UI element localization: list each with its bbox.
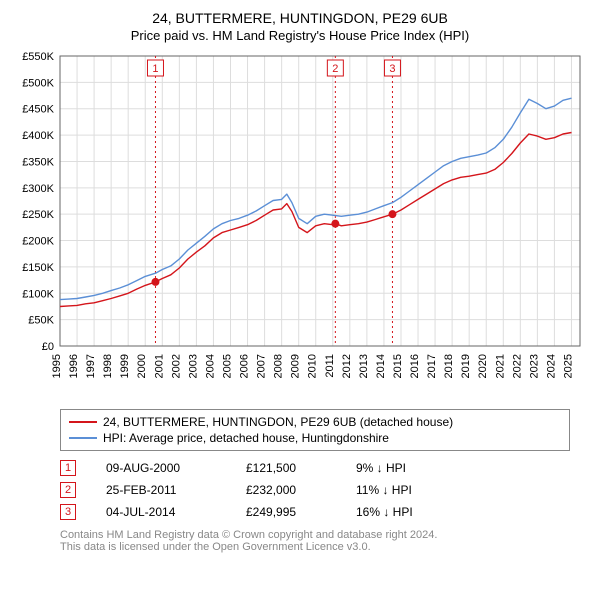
svg-text:2015: 2015 — [392, 354, 404, 378]
svg-text:2001: 2001 — [153, 354, 165, 378]
svg-text:1998: 1998 — [102, 354, 114, 378]
svg-text:2010: 2010 — [307, 354, 319, 378]
svg-text:£250K: £250K — [22, 209, 54, 221]
svg-text:2023: 2023 — [528, 354, 540, 378]
marker-price: £232,000 — [246, 483, 326, 497]
svg-text:2007: 2007 — [256, 354, 268, 378]
line-chart-svg: £0 £50K £100K £150K £200K £250K £300K £350K £400… — [10, 51, 590, 401]
marker-row: 2 25-FEB-2011 £232,000 11% ↓ HPI — [60, 479, 570, 501]
svg-text:2013: 2013 — [358, 354, 370, 378]
marker-row: 3 04-JUL-2014 £249,995 16% ↓ HPI — [60, 501, 570, 523]
svg-text:2008: 2008 — [273, 354, 285, 378]
marker-delta: 11% ↓ HPI — [356, 483, 446, 497]
svg-text:2014: 2014 — [375, 354, 387, 378]
svg-text:2003: 2003 — [187, 354, 199, 378]
svg-text:2009: 2009 — [290, 354, 302, 378]
svg-text:1999: 1999 — [119, 354, 131, 378]
svg-text:£550K: £550K — [22, 51, 54, 63]
markers-table: 1 09-AUG-2000 £121,500 9% ↓ HPI 2 25-FEB-2011… — [60, 457, 570, 523]
marker-badge: 3 — [60, 504, 76, 520]
legend-label: 24, BUTTERMERE, HUNTINGDON, PE29 6UB (de… — [103, 415, 453, 429]
svg-text:£500K: £500K — [22, 77, 54, 89]
svg-text:£0: £0 — [42, 341, 54, 353]
svg-text:1997: 1997 — [85, 354, 97, 378]
svg-text:£150K: £150K — [22, 262, 54, 274]
svg-text:2005: 2005 — [221, 354, 233, 378]
footer-line-2: This data is licensed under the Open Gov… — [60, 541, 570, 553]
svg-text:1: 1 — [152, 63, 158, 75]
svg-text:1996: 1996 — [68, 354, 80, 378]
legend-swatch — [69, 421, 97, 423]
svg-text:2000: 2000 — [136, 354, 148, 378]
svg-text:3: 3 — [389, 63, 395, 75]
marker-date: 25-FEB-2011 — [106, 483, 216, 497]
svg-text:2004: 2004 — [204, 354, 216, 378]
svg-text:2016: 2016 — [409, 354, 421, 378]
footer-line-1: Contains HM Land Registry data © Crown c… — [60, 529, 570, 541]
legend: 24, BUTTERMERE, HUNTINGDON, PE29 6UB (de… — [60, 409, 570, 451]
svg-text:2020: 2020 — [477, 354, 489, 378]
marker-date: 09-AUG-2000 — [106, 461, 216, 475]
marker-date: 04-JUL-2014 — [106, 505, 216, 519]
svg-text:£300K: £300K — [22, 183, 54, 195]
plot-area: £0 £50K £100K £150K £200K £250K £300K £350K £400… — [10, 51, 590, 401]
chart-subtitle: Price paid vs. HM Land Registry's House … — [10, 28, 590, 43]
marker-delta: 9% ↓ HPI — [356, 461, 446, 475]
svg-text:£200K: £200K — [22, 236, 54, 248]
marker-price: £121,500 — [246, 461, 326, 475]
svg-text:2021: 2021 — [494, 354, 506, 378]
svg-text:£450K: £450K — [22, 104, 54, 116]
marker-price: £249,995 — [246, 505, 326, 519]
svg-text:£400K: £400K — [22, 130, 54, 142]
marker-badge: 2 — [60, 482, 76, 498]
svg-text:£350K: £350K — [22, 156, 54, 168]
svg-text:2018: 2018 — [443, 354, 455, 378]
svg-text:2012: 2012 — [341, 354, 353, 378]
svg-text:2: 2 — [332, 63, 338, 75]
legend-item: HPI: Average price, detached house, Hunt… — [69, 430, 561, 446]
svg-text:1995: 1995 — [51, 354, 63, 378]
chart-container: 24, BUTTERMERE, HUNTINGDON, PE29 6UB Pri… — [0, 0, 600, 563]
svg-text:2022: 2022 — [511, 354, 523, 378]
svg-text:2002: 2002 — [170, 354, 182, 378]
svg-text:2024: 2024 — [545, 354, 557, 378]
svg-text:2011: 2011 — [324, 354, 336, 378]
footer-attribution: Contains HM Land Registry data © Crown c… — [60, 529, 570, 553]
legend-swatch — [69, 437, 97, 439]
marker-delta: 16% ↓ HPI — [356, 505, 446, 519]
legend-label: HPI: Average price, detached house, Hunt… — [103, 431, 389, 445]
svg-text:2019: 2019 — [460, 354, 472, 378]
svg-text:2017: 2017 — [426, 354, 438, 378]
svg-text:£100K: £100K — [22, 288, 54, 300]
marker-row: 1 09-AUG-2000 £121,500 9% ↓ HPI — [60, 457, 570, 479]
legend-item: 24, BUTTERMERE, HUNTINGDON, PE29 6UB (de… — [69, 414, 561, 430]
marker-badge: 1 — [60, 460, 76, 476]
svg-text:2025: 2025 — [562, 354, 574, 378]
chart-title: 24, BUTTERMERE, HUNTINGDON, PE29 6UB — [10, 10, 590, 26]
svg-text:2006: 2006 — [239, 354, 251, 378]
svg-text:£50K: £50K — [28, 315, 54, 327]
